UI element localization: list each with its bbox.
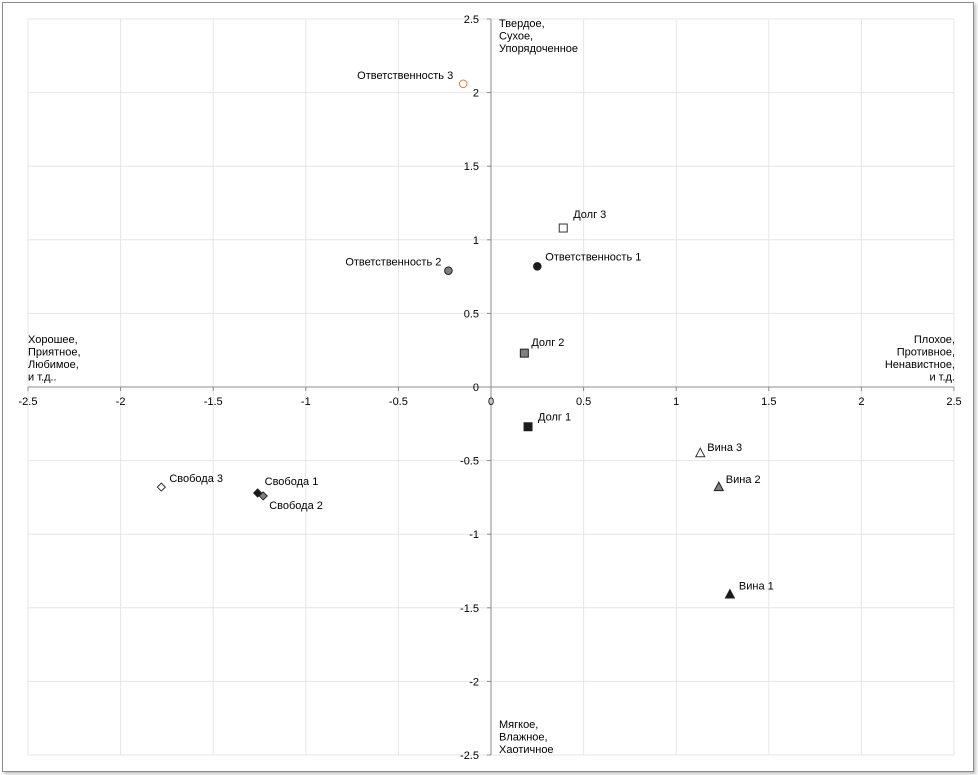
y-tick-label: -2 [469, 676, 479, 688]
y-tick-label: -1 [469, 529, 479, 541]
data-point-square [519, 348, 529, 358]
pole-label-left: Любимое, [28, 359, 79, 371]
x-tick-label: -2 [116, 396, 126, 408]
pole-label-right: и т.д. [929, 372, 955, 384]
data-point-label: Ответственность 1 [545, 251, 641, 263]
y-tick-label: 1 [473, 235, 479, 247]
x-tick-label: 1.5 [761, 396, 776, 408]
x-tick-label: 0.5 [576, 396, 591, 408]
x-tick-label: 0 [488, 396, 494, 408]
data-point-diamond [258, 491, 268, 501]
data-point-label: Свобода 2 [269, 500, 323, 512]
x-tick-label: -1 [301, 396, 311, 408]
x-tick-label: -1.5 [204, 396, 223, 408]
x-tick-label: -2.5 [19, 396, 38, 408]
data-point-circle [444, 266, 453, 276]
pole-label-bottom: Мягкое, [499, 719, 538, 731]
data-point-label: Ответственность 2 [345, 257, 441, 269]
pole-label-bottom: Хаотичное [499, 744, 554, 756]
pole-label-right: Противное, [897, 347, 955, 359]
data-point-triangle [724, 588, 736, 599]
data-point-triangle [694, 447, 706, 458]
y-tick-label: -0.5 [460, 456, 479, 468]
y-tick-label: 0 [473, 382, 479, 394]
data-point-label: Долг 3 [573, 209, 606, 221]
y-tick-label: 1.5 [464, 161, 479, 173]
y-tick-label: 0.5 [464, 308, 479, 320]
data-point-circle [533, 261, 542, 271]
data-point-label: Вина 1 [739, 581, 774, 593]
y-tick-label: 2 [473, 88, 479, 100]
data-point-label: Свобода 3 [169, 473, 223, 485]
x-tick-label: 1 [673, 396, 679, 408]
data-point-square [523, 422, 533, 432]
x-tick-label: 2.5 [946, 396, 961, 408]
data-point-label: Долг 1 [538, 412, 571, 424]
data-point-label: Вина 3 [707, 442, 742, 454]
data-point-triangle [713, 481, 725, 492]
pole-label-top: Твердое, [499, 18, 545, 30]
pole-label-top: Упорядоченное [499, 43, 578, 55]
data-point-label: Ответственность 3 [357, 70, 453, 82]
x-tick-label: -0.5 [389, 396, 408, 408]
data-point-circle [458, 79, 468, 89]
x-tick-label: 2 [858, 396, 864, 408]
y-tick-label: -1.5 [460, 603, 479, 615]
pole-label-left: и т.д.. [28, 372, 57, 384]
data-point-label: Долг 2 [531, 337, 564, 349]
y-tick-label: 2.5 [464, 14, 479, 26]
pole-label-bottom: Влажное, [499, 732, 548, 744]
data-point-label: Свобода 1 [265, 476, 319, 488]
pole-label-top: Сухое, [499, 31, 533, 43]
pole-label-right: Ненавистное, [885, 359, 955, 371]
data-point-label: Вина 2 [726, 474, 761, 486]
y-tick-label: -2.5 [460, 750, 479, 762]
pole-label-left: Приятное, [28, 347, 81, 359]
data-point-diamond [156, 482, 167, 492]
pole-label-left: Хорошее, [28, 334, 78, 346]
data-point-square [558, 223, 568, 233]
pole-label-right: Плохое, [914, 334, 955, 346]
